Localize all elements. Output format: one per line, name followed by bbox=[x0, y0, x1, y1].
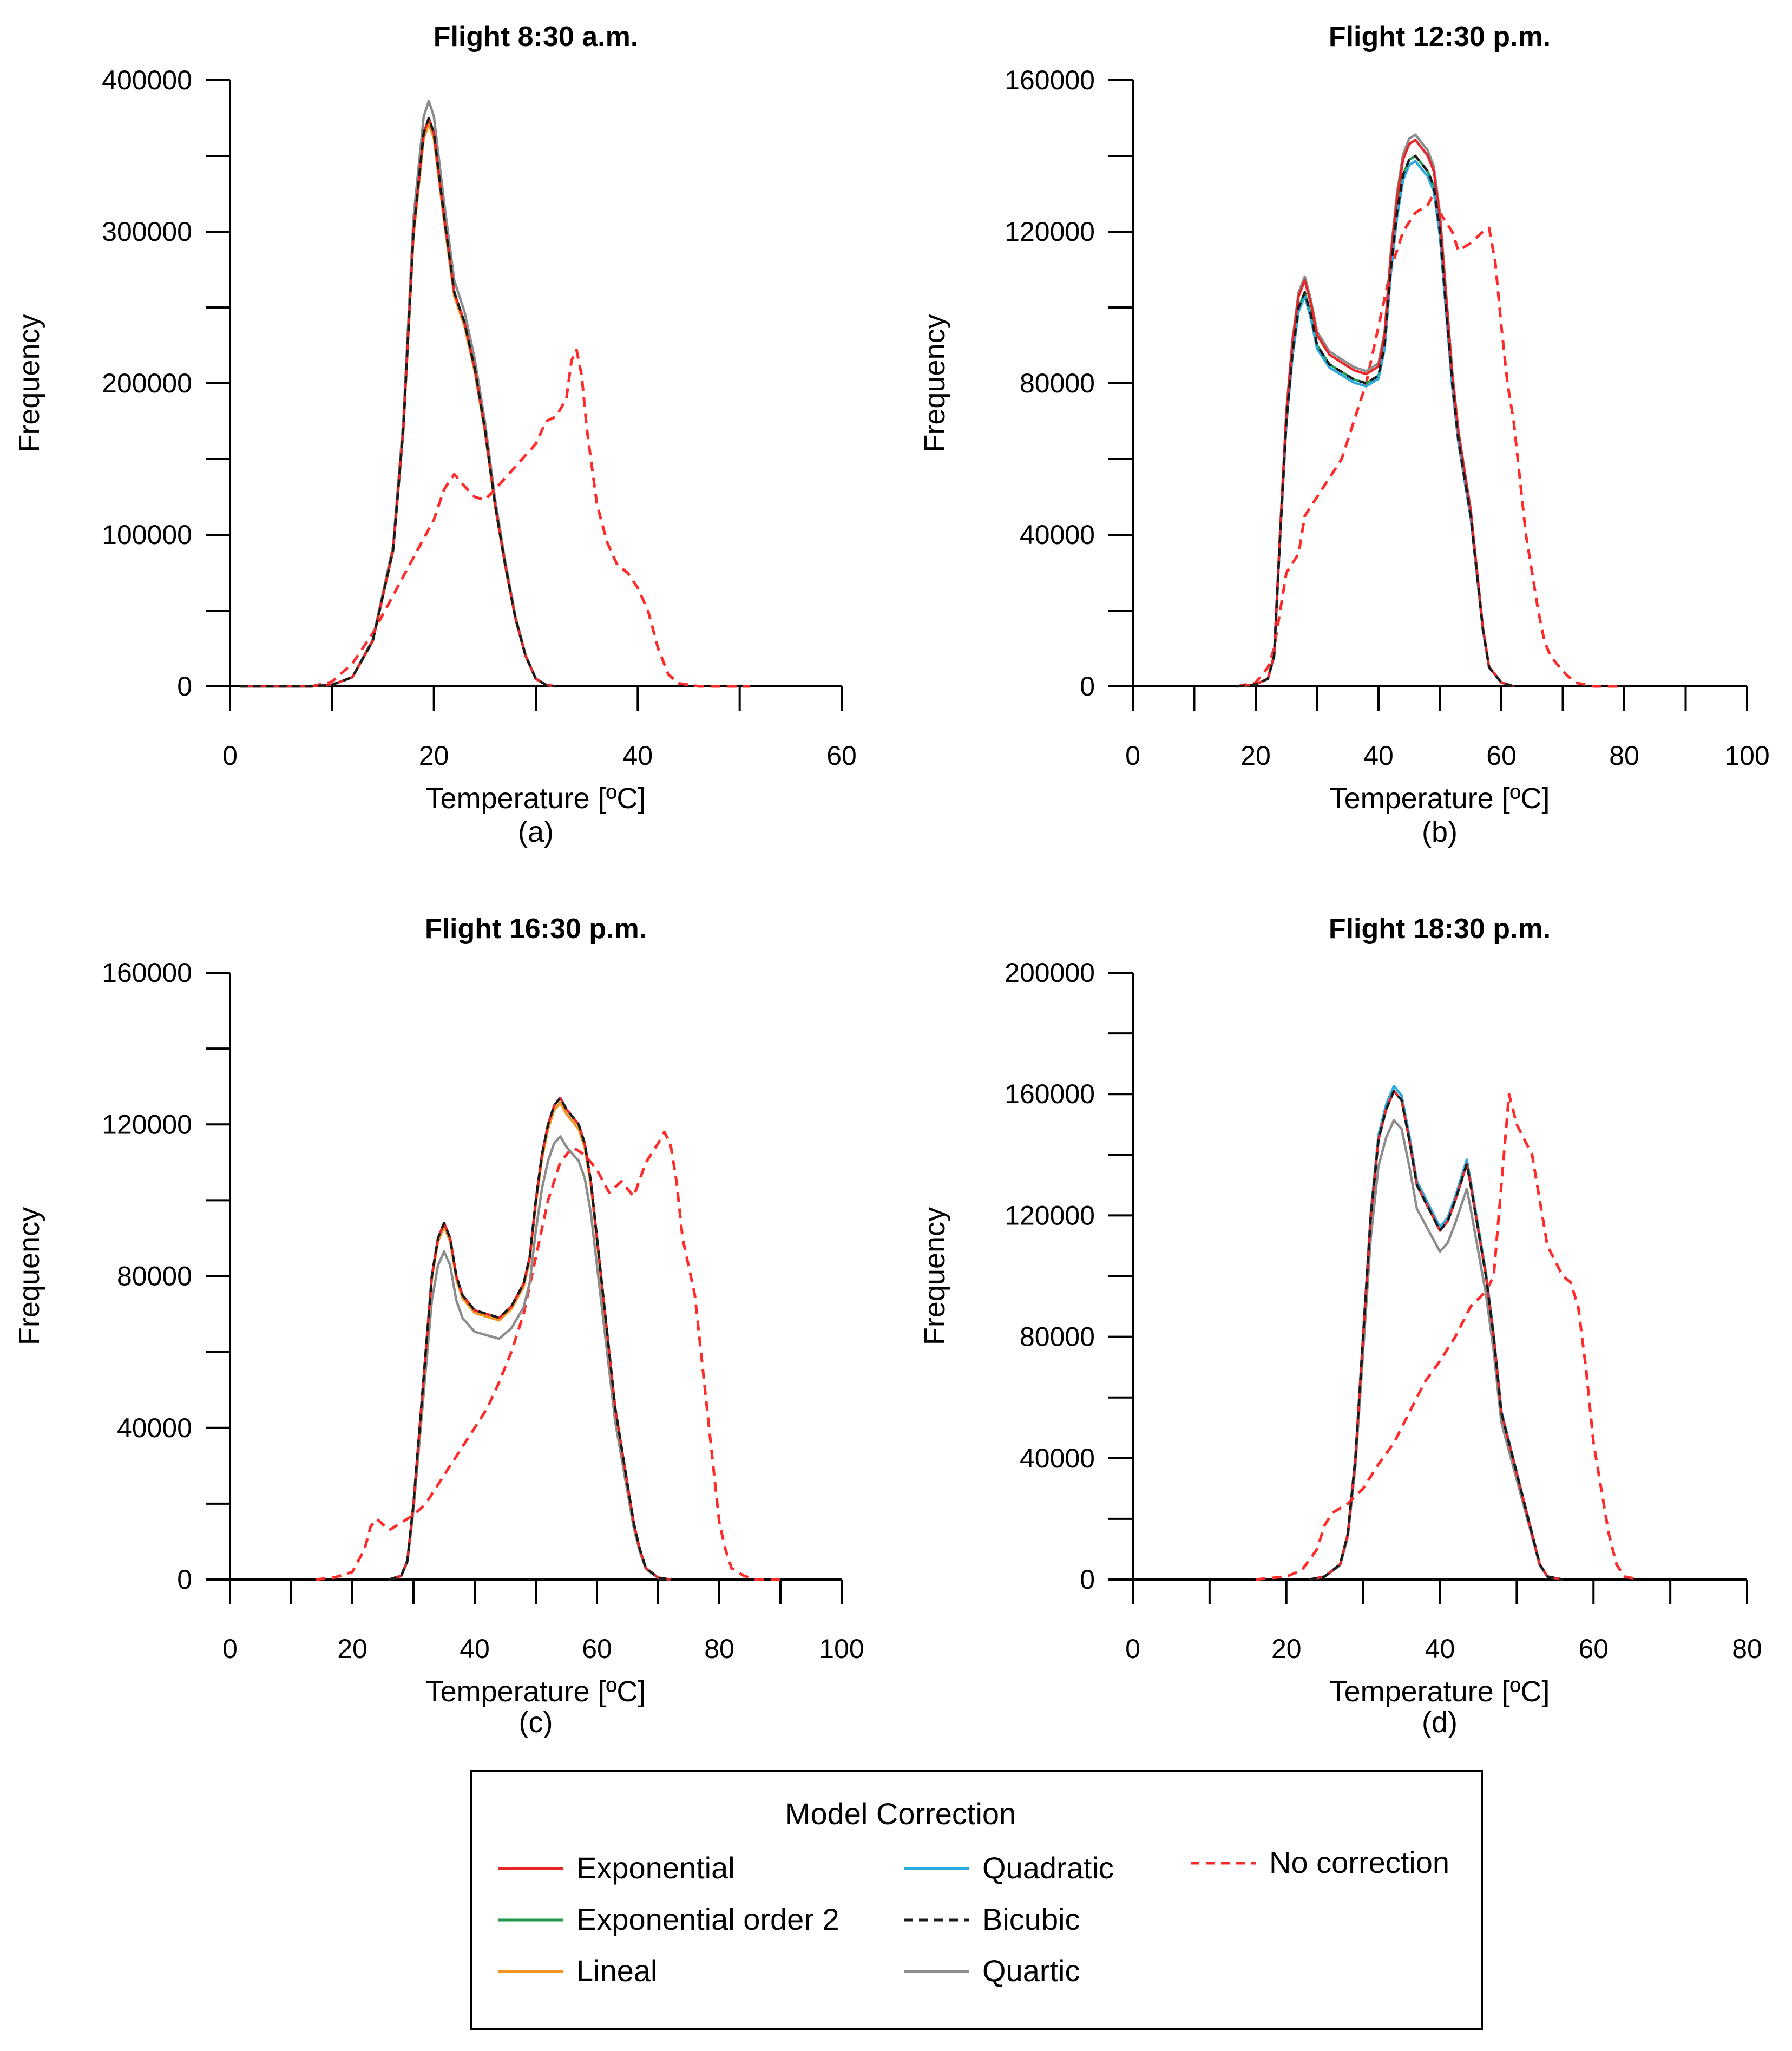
y-tick-label: 200000 bbox=[102, 368, 192, 398]
chart-panel-c: Flight 16:30 p.m. 0 40000 80000 120000 160000… bbox=[13, 913, 864, 1739]
x-tick-label: 0 bbox=[1125, 741, 1140, 771]
y-tick-label: 80000 bbox=[1020, 368, 1095, 398]
y-tick-label: 120000 bbox=[1005, 217, 1095, 247]
y-axis-label: Frequency bbox=[13, 314, 45, 452]
x-tick-label: 100 bbox=[1724, 741, 1769, 771]
y-tick-label: 0 bbox=[1080, 671, 1095, 702]
series-bicubic bbox=[240, 116, 557, 688]
legend-label-quartic: Quartic bbox=[982, 1954, 1080, 1988]
legend: Model Correction Exponential Exponential o… bbox=[470, 1770, 1483, 2030]
y-axis-label: Frequency bbox=[918, 1207, 951, 1345]
x-tick-label: 40 bbox=[1425, 1634, 1455, 1664]
y-tick-label: 80000 bbox=[117, 1261, 192, 1292]
y-tick-label: 120000 bbox=[102, 1109, 192, 1139]
y-tick-label: 160000 bbox=[1005, 65, 1095, 95]
y-tick-label: 200000 bbox=[1005, 958, 1095, 988]
legend-title: Model Correction bbox=[785, 1797, 1016, 1831]
series-bicubic bbox=[1237, 154, 1514, 688]
y-tick-label: 0 bbox=[177, 1564, 192, 1595]
x-tick-label: 40 bbox=[1363, 741, 1394, 771]
x-axis-label: Temperature [ºC] bbox=[426, 1675, 646, 1708]
series-bicubic bbox=[1309, 1090, 1563, 1581]
x-tick-label: 80 bbox=[1732, 1634, 1762, 1664]
legend-label-exponential: Exponential bbox=[576, 1851, 735, 1885]
chart-panel-a: Flight 8:30 a.m. 0 100000 200000 300000 40000… bbox=[13, 21, 857, 848]
y-tick-label: 0 bbox=[1080, 1564, 1095, 1595]
x-tick-label: 20 bbox=[419, 741, 449, 771]
x-tick-label: 80 bbox=[704, 1634, 734, 1664]
panel-caption: (d) bbox=[1422, 1706, 1458, 1739]
x-tick-label: 0 bbox=[222, 741, 238, 771]
chart-title: Flight 18:30 p.m. bbox=[1329, 913, 1551, 945]
y-tick-label: 400000 bbox=[102, 65, 192, 95]
chart-panel-b: Flight 12:30 p.m. 0 40000 80000 120000 160000… bbox=[918, 21, 1770, 848]
x-tick-label: 20 bbox=[1240, 741, 1271, 771]
series-no-correction bbox=[311, 348, 750, 688]
chart-title: Flight 12:30 p.m. bbox=[1329, 21, 1551, 53]
y-tick-label: 40000 bbox=[1020, 1443, 1095, 1473]
x-tick-label: 0 bbox=[222, 1634, 238, 1664]
x-tick-label: 40 bbox=[623, 741, 653, 771]
x-axis-label: Temperature [ºC] bbox=[1330, 1675, 1550, 1708]
panel-caption: (a) bbox=[518, 816, 554, 848]
x-axis-label: Temperature [ºC] bbox=[426, 782, 646, 815]
series-no-correction bbox=[1255, 1092, 1640, 1581]
y-tick-label: 100000 bbox=[102, 520, 192, 550]
y-tick-label: 300000 bbox=[102, 217, 192, 247]
x-tick-label: 60 bbox=[826, 741, 857, 771]
x-tick-label: 60 bbox=[582, 1634, 612, 1664]
legend-label-no-correction: No correction bbox=[1269, 1845, 1449, 1879]
chart-panel-d: Flight 18:30 p.m. 0 40000 80000 120000 160000… bbox=[918, 913, 1762, 1739]
panel-caption: (c) bbox=[519, 1706, 553, 1739]
legend-label-quadratic: Quadratic bbox=[982, 1851, 1114, 1885]
legend-label-exponential-order-2: Exponential order 2 bbox=[576, 1902, 839, 1936]
x-tick-label: 100 bbox=[819, 1634, 864, 1664]
y-tick-label: 160000 bbox=[102, 958, 192, 988]
y-axis-label: Frequency bbox=[918, 314, 951, 452]
x-tick-label: 80 bbox=[1609, 741, 1639, 771]
series-bicubic bbox=[389, 1096, 671, 1581]
series-quartic bbox=[389, 1135, 671, 1581]
x-tick-label: 0 bbox=[1125, 1634, 1140, 1664]
chart-title: Flight 8:30 a.m. bbox=[434, 21, 639, 53]
x-tick-label: 20 bbox=[1271, 1634, 1302, 1664]
x-tick-label: 20 bbox=[337, 1634, 367, 1664]
x-tick-label: 40 bbox=[460, 1634, 490, 1664]
y-tick-label: 40000 bbox=[117, 1413, 192, 1443]
chart-title: Flight 16:30 p.m. bbox=[425, 913, 647, 945]
y-axis-label: Frequency bbox=[13, 1207, 45, 1345]
x-tick-label: 60 bbox=[1578, 1634, 1609, 1664]
y-tick-label: 40000 bbox=[1020, 520, 1095, 550]
y-tick-label: 0 bbox=[177, 671, 192, 702]
y-tick-label: 80000 bbox=[1020, 1322, 1095, 1352]
series-no-correction bbox=[315, 1130, 780, 1581]
legend-label-bicubic: Bicubic bbox=[982, 1902, 1080, 1936]
y-tick-label: 120000 bbox=[1005, 1200, 1095, 1230]
legend-box bbox=[470, 1770, 1483, 2030]
y-tick-label: 160000 bbox=[1005, 1079, 1095, 1109]
panel-caption: (b) bbox=[1422, 816, 1458, 848]
legend-label-lineal: Lineal bbox=[576, 1954, 657, 1988]
x-axis-label: Temperature [ºC] bbox=[1330, 782, 1550, 815]
x-tick-label: 60 bbox=[1486, 741, 1517, 771]
